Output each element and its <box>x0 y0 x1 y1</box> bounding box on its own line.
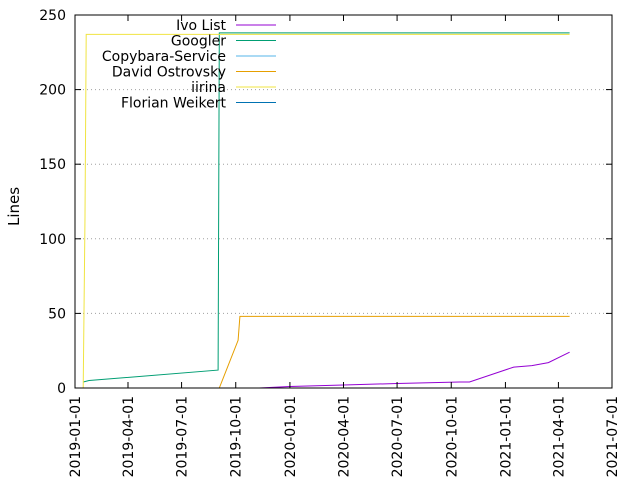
x-tick-label: 2020-01-01 <box>283 396 299 477</box>
x-tick-label: 2019-04-01 <box>121 396 137 477</box>
series-line-david-ostrovsky <box>218 315 570 389</box>
legend-label-iirina: iirina <box>191 80 226 96</box>
grid-lines <box>75 89 612 314</box>
series-layer <box>82 32 570 389</box>
y-axis-label: Lines <box>5 187 23 226</box>
x-tick-label: 2020-10-01 <box>444 396 460 477</box>
y-tick-label: 0 <box>57 381 66 397</box>
x-tick-label: 2019-07-01 <box>175 396 191 477</box>
legend-label-ivo-list: Ivo List <box>176 18 226 34</box>
x-tick-label: 2021-07-01 <box>605 396 621 477</box>
y-tick-label: 200 <box>39 83 66 99</box>
x-tick-label: 2020-04-01 <box>337 396 353 477</box>
series-line-googler <box>83 32 570 383</box>
y-tick-label: 50 <box>48 306 66 322</box>
legend-label-copybara-service: Copybara-Service <box>102 49 226 65</box>
x-tick-label: 2020-07-01 <box>390 396 406 477</box>
x-tick-label: 2019-01-01 <box>68 396 84 477</box>
x-tick-label: 2019-10-01 <box>229 396 245 477</box>
legend-label-florian-weikert: Florian Weikert <box>121 96 227 112</box>
legend-label-david-ostrovsky: David Ostrovsky <box>112 65 226 81</box>
x-tick-label: 2021-01-01 <box>498 396 514 477</box>
y-axis: 0 50 100 150 200 250 <box>39 8 612 397</box>
legend-label-googler: Googler <box>171 34 226 50</box>
y-tick-label: 150 <box>39 157 66 173</box>
x-tick-label: 2021-04-01 <box>551 396 567 477</box>
x-axis: 2019-01-01 2019-04-01 2019-07-01 2019-10-01… <box>68 15 621 477</box>
series-line-ivo-list <box>259 351 570 389</box>
series-line-iirina <box>82 33 570 389</box>
y-tick-label: 100 <box>39 232 66 248</box>
y-tick-label: 250 <box>39 8 66 24</box>
